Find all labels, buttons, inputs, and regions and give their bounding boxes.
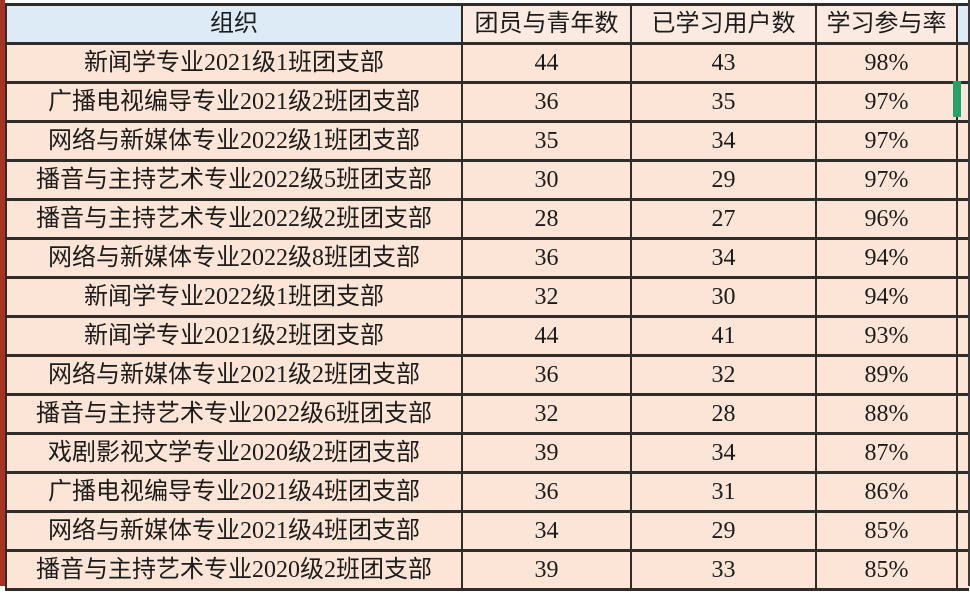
cell-org[interactable]: 网络与新媒体专业2022级8班团支部 [5,237,463,279]
cell-learned[interactable]: 28 [630,393,817,435]
cell-members[interactable]: 28 [461,198,632,240]
cell-members[interactable]: 44 [461,315,632,357]
cell-members[interactable]: 30 [461,159,632,201]
cell-members[interactable]: 36 [461,354,632,396]
cell-learned[interactable]: 34 [630,120,817,162]
table-row: 新闻学专业2021级1班团支部 44 43 98% [5,42,969,84]
next-column-sliver [956,393,969,435]
next-column-sliver [956,432,969,474]
header-rate[interactable]: 学习参与率 [815,3,958,45]
table-row: 播音与主持艺术专业2022级2班团支部 28 27 96% [5,198,969,240]
next-column-sliver [956,315,969,357]
cell-learned[interactable]: 34 [630,237,817,279]
next-column-sliver [956,198,969,240]
cell-rate[interactable]: 94% [815,276,958,318]
cell-members[interactable]: 36 [461,81,632,123]
table-row: 广播电视编导专业2021级4班团支部 36 31 86% [5,471,969,513]
cell-rate[interactable]: 86% [815,471,958,513]
table-row: 新闻学专业2021级2班团支部 44 41 93% [5,315,969,357]
cell-learned[interactable]: 33 [630,549,817,591]
cell-members[interactable]: 44 [461,42,632,84]
cell-learned[interactable]: 35 [630,81,817,123]
cell-learned[interactable]: 31 [630,471,817,513]
cell-org[interactable]: 新闻学专业2021级1班团支部 [5,42,463,84]
cell-rate[interactable]: 88% [815,393,958,435]
selection-highlight [953,81,961,117]
cell-learned[interactable]: 43 [630,42,817,84]
cell-org[interactable]: 网络与新媒体专业2021级2班团支部 [5,354,463,396]
next-column-sliver [956,471,969,513]
header-learned[interactable]: 已学习用户数 [630,3,817,45]
table-row: 网络与新媒体专业2022级8班团支部 36 34 94% [5,237,969,279]
header-members[interactable]: 团员与青年数 [461,3,632,45]
cell-rate[interactable]: 97% [815,159,958,201]
cell-learned[interactable]: 32 [630,354,817,396]
cell-rate[interactable]: 97% [815,120,958,162]
cell-rate[interactable]: 85% [815,549,958,591]
cell-org[interactable]: 广播电视编导专业2021级2班团支部 [5,81,463,123]
cell-org[interactable]: 新闻学专业2021级2班团支部 [5,315,463,357]
next-column-sliver [956,549,969,591]
next-column-sliver [956,276,969,318]
next-column-sliver [956,159,969,201]
next-column-sliver [956,354,969,396]
table-row: 戏剧影视文学专业2020级2班团支部 39 34 87% [5,432,969,474]
cell-learned[interactable]: 41 [630,315,817,357]
cell-org[interactable]: 播音与主持艺术专业2022级5班团支部 [5,159,463,201]
participation-table: 组织 团员与青年数 已学习用户数 学习参与率 新闻学专业2021级1班团支部 44… [5,3,969,591]
next-column-sliver [956,120,969,162]
left-red-edge [0,0,5,586]
cell-org[interactable]: 新闻学专业2022级1班团支部 [5,276,463,318]
cell-org[interactable]: 播音与主持艺术专业2022级2班团支部 [5,198,463,240]
table-row: 新闻学专业2022级1班团支部 32 30 94% [5,276,969,318]
right-dark-edge [968,0,970,586]
cell-org[interactable]: 广播电视编导专业2021级4班团支部 [5,471,463,513]
cell-learned[interactable]: 34 [630,432,817,474]
next-column-sliver [956,42,969,84]
header-row: 组织 团员与青年数 已学习用户数 学习参与率 [5,3,969,45]
table-row: 广播电视编导专业2021级2班团支部 36 35 97% [5,81,969,123]
next-column-sliver [956,237,969,279]
cell-org[interactable]: 播音与主持艺术专业2022级6班团支部 [5,393,463,435]
cell-members[interactable]: 35 [461,120,632,162]
table-row: 播音与主持艺术专业2022级6班团支部 32 28 88% [5,393,969,435]
cell-members[interactable]: 32 [461,276,632,318]
table-row: 播音与主持艺术专业2022级5班团支部 30 29 97% [5,159,969,201]
cell-learned[interactable]: 27 [630,198,817,240]
table-row: 网络与新媒体专业2021级2班团支部 36 32 89% [5,354,969,396]
table-row: 网络与新媒体专业2022级1班团支部 35 34 97% [5,120,969,162]
cell-rate[interactable]: 85% [815,510,958,552]
cell-members[interactable]: 39 [461,432,632,474]
cell-rate[interactable]: 96% [815,198,958,240]
cell-members[interactable]: 36 [461,237,632,279]
cell-org[interactable]: 戏剧影视文学专业2020级2班团支部 [5,432,463,474]
cell-rate[interactable]: 89% [815,354,958,396]
header-next-column-sliver [956,3,969,45]
table-row: 网络与新媒体专业2021级4班团支部 34 29 85% [5,510,969,552]
cell-learned[interactable]: 30 [630,276,817,318]
cell-rate[interactable]: 93% [815,315,958,357]
cell-rate[interactable]: 97% [815,81,958,123]
cell-rate[interactable]: 94% [815,237,958,279]
cell-rate[interactable]: 98% [815,42,958,84]
cell-members[interactable]: 34 [461,510,632,552]
cell-members[interactable]: 32 [461,393,632,435]
cell-rate[interactable]: 87% [815,432,958,474]
header-org[interactable]: 组织 [5,3,463,45]
cell-org[interactable]: 网络与新媒体专业2021级4班团支部 [5,510,463,552]
cell-members[interactable]: 39 [461,549,632,591]
cell-org[interactable]: 播音与主持艺术专业2020级2班团支部 [5,549,463,591]
cell-learned[interactable]: 29 [630,159,817,201]
next-column-sliver [956,510,969,552]
cell-members[interactable]: 36 [461,471,632,513]
cell-org[interactable]: 网络与新媒体专业2022级1班团支部 [5,120,463,162]
table-row: 播音与主持艺术专业2020级2班团支部 39 33 85% [5,549,969,591]
cell-learned[interactable]: 29 [630,510,817,552]
